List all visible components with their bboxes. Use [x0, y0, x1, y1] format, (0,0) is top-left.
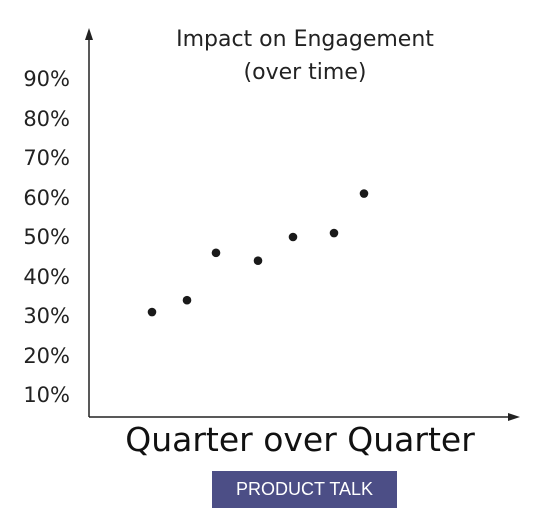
chart-title: Impact on Engagement — [176, 27, 434, 52]
x-axis-arrow — [508, 413, 520, 421]
points-layer — [147, 189, 369, 317]
x-axis-label: Quarter over Quarter — [125, 420, 475, 459]
y-tick-label: 60% — [23, 185, 70, 210]
data-point — [147, 307, 157, 317]
product-talk-logo: PRODUCT TALK — [212, 471, 397, 508]
chart-subtitle: (over time) — [243, 60, 367, 85]
y-tick-label: 40% — [23, 264, 70, 289]
y-tick-label: 30% — [23, 304, 70, 328]
y-tick-label: 20% — [23, 343, 70, 368]
data-point — [253, 256, 263, 266]
data-point — [288, 232, 298, 242]
y-tick-label: 80% — [23, 106, 70, 131]
y-tick-label: 70% — [23, 146, 70, 170]
y-axis-arrow — [85, 28, 93, 40]
data-point — [182, 295, 192, 305]
data-point — [211, 248, 221, 258]
data-point — [359, 189, 369, 198]
y-tick-label: 90% — [23, 67, 70, 91]
y-tick-label: 10% — [23, 383, 70, 407]
data-point — [329, 228, 339, 238]
y-tick-label: 50% — [23, 225, 70, 249]
